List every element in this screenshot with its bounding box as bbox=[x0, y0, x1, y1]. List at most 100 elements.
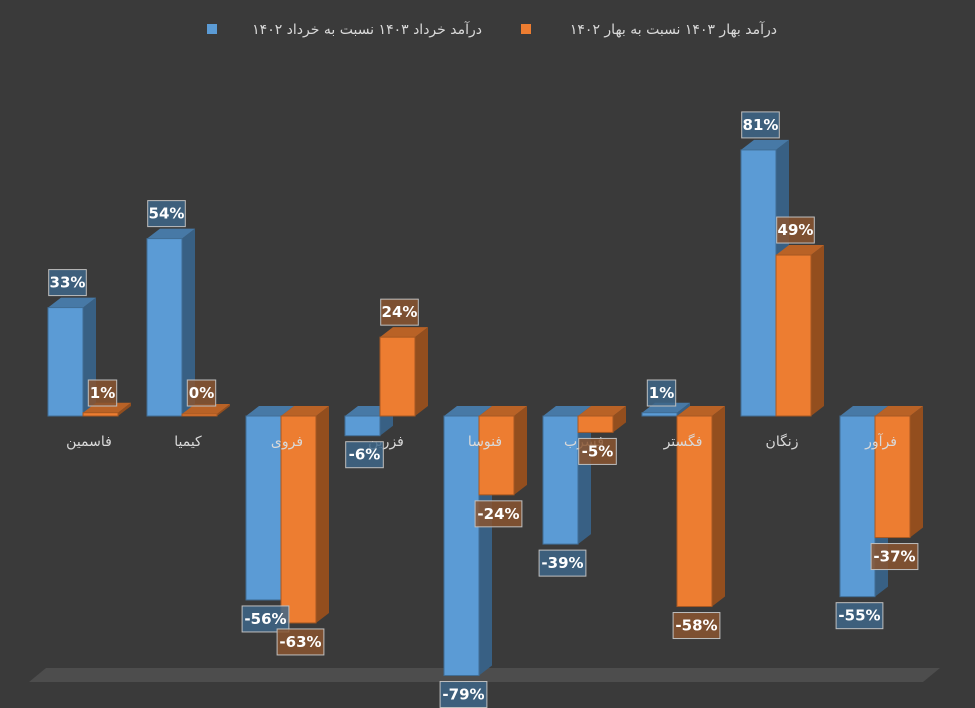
data-label-1-8: 81% bbox=[741, 111, 780, 139]
data-label-1-3: -56% bbox=[241, 605, 290, 633]
data-label-1-7: 1% bbox=[646, 379, 677, 407]
bar-front bbox=[344, 415, 381, 437]
bar-side bbox=[811, 245, 824, 416]
data-label-box bbox=[87, 379, 118, 407]
data-label-text: -39% bbox=[541, 554, 583, 572]
data-label-text: -55% bbox=[838, 607, 880, 625]
data-label-text: 54% bbox=[149, 205, 185, 223]
category-label-2: کیمیا bbox=[174, 434, 202, 450]
category-label-9: فرآور bbox=[864, 433, 897, 450]
bar-side bbox=[613, 406, 626, 433]
bar-side bbox=[910, 406, 923, 538]
legend-label-2: درآمد بهار ۱۴۰۳ نسبت به بهار ۱۴۰۲ bbox=[570, 21, 777, 38]
data-label-2-3: -63% bbox=[276, 628, 325, 656]
bar-top bbox=[875, 406, 923, 416]
data-label-text: 81% bbox=[743, 116, 779, 134]
legend-label-1: درآمد خرداد ۱۴۰۳ نسبت به خرداد ۱۴۰۲ bbox=[252, 21, 482, 38]
legend-swatch-2 bbox=[521, 24, 531, 34]
data-label-1-5: -79% bbox=[439, 681, 488, 708]
bar-side bbox=[182, 228, 195, 416]
data-label-1-4: -6% bbox=[345, 441, 384, 469]
category-label-3: فروی bbox=[271, 434, 303, 450]
data-label-box bbox=[439, 681, 488, 708]
bar-front bbox=[740, 149, 777, 417]
bar-side bbox=[415, 327, 428, 416]
bar-front bbox=[641, 412, 678, 417]
data-label-box bbox=[48, 269, 87, 297]
data-label-box bbox=[186, 379, 217, 407]
bar-side bbox=[118, 402, 131, 416]
bar-top bbox=[281, 406, 329, 416]
data-label-1-2: 54% bbox=[147, 200, 186, 228]
bar-top bbox=[246, 406, 294, 416]
data-label-text: -5% bbox=[582, 442, 614, 460]
bar-1-2 bbox=[146, 228, 195, 417]
data-label-2-4: 24% bbox=[380, 298, 419, 326]
bar-2-8 bbox=[775, 245, 824, 417]
data-label-1-9: -55% bbox=[835, 602, 884, 630]
data-label-2-2: 0% bbox=[186, 379, 217, 407]
bar-2-6 bbox=[577, 406, 626, 433]
data-label-box bbox=[835, 602, 884, 630]
data-label-text: 1% bbox=[649, 384, 674, 402]
bar-side bbox=[316, 406, 329, 623]
bar-top bbox=[776, 245, 824, 256]
bar-front bbox=[82, 412, 119, 417]
data-label-box bbox=[646, 379, 677, 407]
bar-top bbox=[741, 139, 789, 150]
category-label-1: فاسمین bbox=[66, 434, 112, 450]
category-labels: فاسمینکیمیافرویفزرینفنوسافسربفگسترزنگانف… bbox=[66, 433, 897, 450]
data-label-text: -37% bbox=[873, 548, 915, 566]
data-label-text: 0% bbox=[189, 384, 214, 402]
bar-front bbox=[47, 307, 84, 417]
data-label-box bbox=[474, 500, 523, 528]
data-label-text: -63% bbox=[279, 633, 321, 651]
data-label-text: -56% bbox=[244, 610, 286, 628]
data-label-text: 24% bbox=[382, 303, 418, 321]
category-label-7: فگستر bbox=[663, 433, 703, 450]
data-label-2-9: -37% bbox=[870, 543, 919, 571]
data-label-box bbox=[870, 543, 919, 571]
data-label-text: -6% bbox=[349, 446, 381, 464]
data-label-text: 49% bbox=[778, 221, 814, 239]
bar-front bbox=[542, 415, 579, 545]
data-label-box bbox=[538, 549, 587, 577]
chart-floor bbox=[29, 668, 940, 682]
bar-top bbox=[48, 297, 96, 308]
bar-top bbox=[543, 406, 591, 416]
data-label-box bbox=[276, 628, 325, 656]
bar-front bbox=[146, 238, 183, 417]
bar-2-9 bbox=[874, 406, 923, 539]
data-label-box bbox=[380, 298, 419, 326]
data-label-2-7: -58% bbox=[672, 612, 721, 640]
bar-2-4 bbox=[379, 327, 428, 417]
data-label-box bbox=[345, 441, 384, 469]
bar-side bbox=[712, 406, 725, 607]
legend-swatch-1 bbox=[207, 24, 217, 34]
bar-side bbox=[677, 402, 690, 416]
category-label-5: فنوسا bbox=[468, 434, 502, 450]
bar-top bbox=[479, 406, 527, 416]
data-label-2-1: 1% bbox=[87, 379, 118, 407]
bar-top bbox=[147, 228, 195, 239]
data-labels: 33% 1% 54% 0% -56% -63% -6% 24% -79% -24% -39% -5% 1… bbox=[48, 111, 919, 708]
bar-side bbox=[217, 404, 230, 416]
bar-top bbox=[578, 406, 626, 416]
bar-2-7 bbox=[676, 406, 725, 608]
bar-front bbox=[874, 415, 911, 539]
bar-top bbox=[444, 406, 492, 416]
bar-top bbox=[380, 327, 428, 338]
data-label-box bbox=[741, 111, 780, 139]
data-label-box bbox=[776, 216, 815, 244]
data-label-box bbox=[672, 612, 721, 640]
bar-front bbox=[577, 415, 614, 433]
bar-side bbox=[514, 406, 527, 495]
data-label-1-6: -39% bbox=[538, 549, 587, 577]
data-label-text: 1% bbox=[90, 384, 115, 402]
bar-front bbox=[181, 413, 218, 417]
data-label-box bbox=[147, 200, 186, 228]
data-label-2-6: -5% bbox=[578, 437, 617, 465]
data-label-2-8: 49% bbox=[776, 216, 815, 244]
